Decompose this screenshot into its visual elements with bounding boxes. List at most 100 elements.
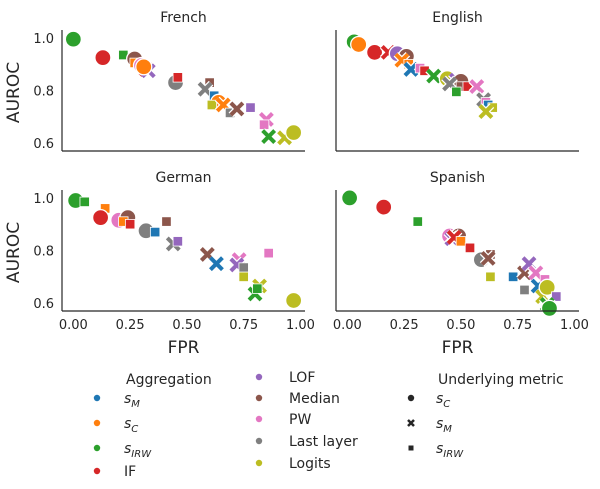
- data-point-square: [79, 196, 90, 207]
- y-axis-label: AUROC: [4, 62, 24, 123]
- legend: Aggregation Underlying metric sM sC sIRW IF LO…: [93, 370, 564, 480]
- legend-label: LOF: [289, 370, 315, 386]
- data-point-x: [260, 128, 277, 145]
- data-point-circle: [375, 198, 393, 216]
- y-tick-label: 1.0: [33, 192, 54, 207]
- legend-label: sM: [124, 391, 140, 410]
- legend-swatch: [255, 415, 263, 423]
- legend-swatch: [255, 394, 263, 402]
- x-marker-stroke: [261, 129, 277, 144]
- y-axis-label: AUROC: [4, 222, 24, 283]
- panel-spanish: Spanish 0.00 0.25 0.50 0.75 1.00 FPR: [333, 170, 589, 358]
- data-point-circle: [540, 299, 559, 318]
- data-point-square: [238, 262, 249, 273]
- data-point-square: [263, 247, 274, 259]
- legend-metric-item: sM: [407, 416, 452, 435]
- legend-item: Logits: [255, 456, 331, 472]
- legend-label: PW: [289, 412, 311, 428]
- legend-metric-label: sIRW: [436, 441, 464, 460]
- x-tick-label: 0.75: [229, 318, 258, 333]
- legend-label: Last layer: [289, 434, 358, 450]
- panel-french: French 0.6 0.8 1.0 AUROC: [4, 10, 305, 152]
- data-point-circle: [91, 208, 110, 227]
- data-point-circle: [135, 58, 153, 76]
- x-marker-stroke: [469, 79, 485, 94]
- legend-item: sM: [93, 391, 140, 410]
- legend-marker-x: [407, 419, 415, 427]
- data-point-square: [258, 119, 270, 130]
- legend-item: LOF: [255, 370, 315, 386]
- data-point-circle: [284, 291, 303, 310]
- panel-title: Spanish: [430, 170, 485, 186]
- data-point-square: [124, 219, 136, 230]
- legend-item: sIRW: [93, 441, 152, 460]
- data-point-square: [206, 99, 218, 111]
- x-tick-label: 0.25: [116, 318, 145, 333]
- data-point-x: [228, 100, 246, 118]
- legend-swatch: [255, 373, 263, 381]
- legend-metric-label: sC: [436, 391, 450, 410]
- data-point-square: [464, 242, 476, 254]
- x-tick-label: 0.00: [59, 318, 88, 333]
- legend-label: sIRW: [124, 441, 152, 460]
- data-point-square: [149, 226, 161, 238]
- legend-metric-item: sIRW: [408, 441, 464, 460]
- data-point-square: [485, 271, 496, 282]
- legend-swatch: [93, 444, 101, 452]
- x-tick-label: 0.75: [503, 318, 532, 333]
- x-marker-stroke: [478, 104, 494, 119]
- legend-label: sC: [124, 416, 138, 435]
- data-point-square: [252, 283, 263, 294]
- data-point-x: [477, 103, 495, 120]
- x-axis-label: FPR: [442, 338, 474, 358]
- y-tick-label: 0.6: [33, 297, 54, 312]
- panel-english: English: [335, 10, 579, 152]
- data-point-circle: [365, 43, 384, 62]
- legend-swatch: [93, 419, 101, 427]
- legend-swatch: [255, 459, 263, 467]
- data-point-circle: [94, 48, 112, 67]
- legend-item: IF: [93, 464, 136, 480]
- x-marker-stroke: [229, 101, 245, 117]
- legend-label: Median: [289, 391, 340, 407]
- data-point-square: [245, 102, 256, 113]
- data-point-square: [172, 236, 183, 247]
- data-point-square: [161, 216, 172, 227]
- x-tick-label: 0.25: [390, 318, 419, 333]
- legend-marker-square: [408, 445, 414, 451]
- x-marker-stroke: [209, 256, 224, 272]
- data-point-square: [238, 271, 249, 282]
- legend-label: IF: [124, 464, 136, 480]
- legend-item: PW: [255, 412, 311, 428]
- legend-swatch: [93, 467, 101, 475]
- legend-item: sC: [93, 416, 138, 435]
- data-point-square: [455, 236, 467, 247]
- y-tick-label: 1.0: [33, 32, 54, 47]
- data-point-x: [425, 67, 442, 85]
- x-tick-label: 1.00: [560, 318, 589, 333]
- x-tick-label: 0.50: [172, 318, 201, 333]
- data-point-circle: [340, 189, 359, 207]
- data-point-square: [451, 86, 462, 97]
- x-tick-label: 0.50: [446, 318, 475, 333]
- y-tick-label: 0.8: [33, 245, 54, 260]
- data-point-circle: [538, 278, 556, 296]
- data-point-square: [551, 291, 562, 302]
- data-point-x: [208, 255, 225, 272]
- panel-title: German: [155, 170, 211, 186]
- legend-item: Last layer: [255, 434, 358, 450]
- data-point-x: [468, 78, 486, 95]
- x-marker-stroke: [480, 250, 496, 266]
- x-tick-label: 1.00: [286, 318, 315, 333]
- legend-metric-item: sC: [407, 391, 450, 410]
- x-marker-stroke: [426, 68, 442, 84]
- legend-swatch: [93, 394, 101, 402]
- data-point-circle: [350, 35, 368, 54]
- data-point-square: [519, 284, 530, 296]
- x-tick-label: 0.00: [333, 318, 362, 333]
- panel-german: German 0.6 0.8 1.0 AUROC 0.00 0.25 0.50 0.75 1.00…: [4, 170, 315, 358]
- legend-label: Logits: [289, 456, 331, 472]
- y-tick-label: 0.6: [33, 137, 54, 152]
- legend-title-metric: Underlying metric: [438, 372, 564, 388]
